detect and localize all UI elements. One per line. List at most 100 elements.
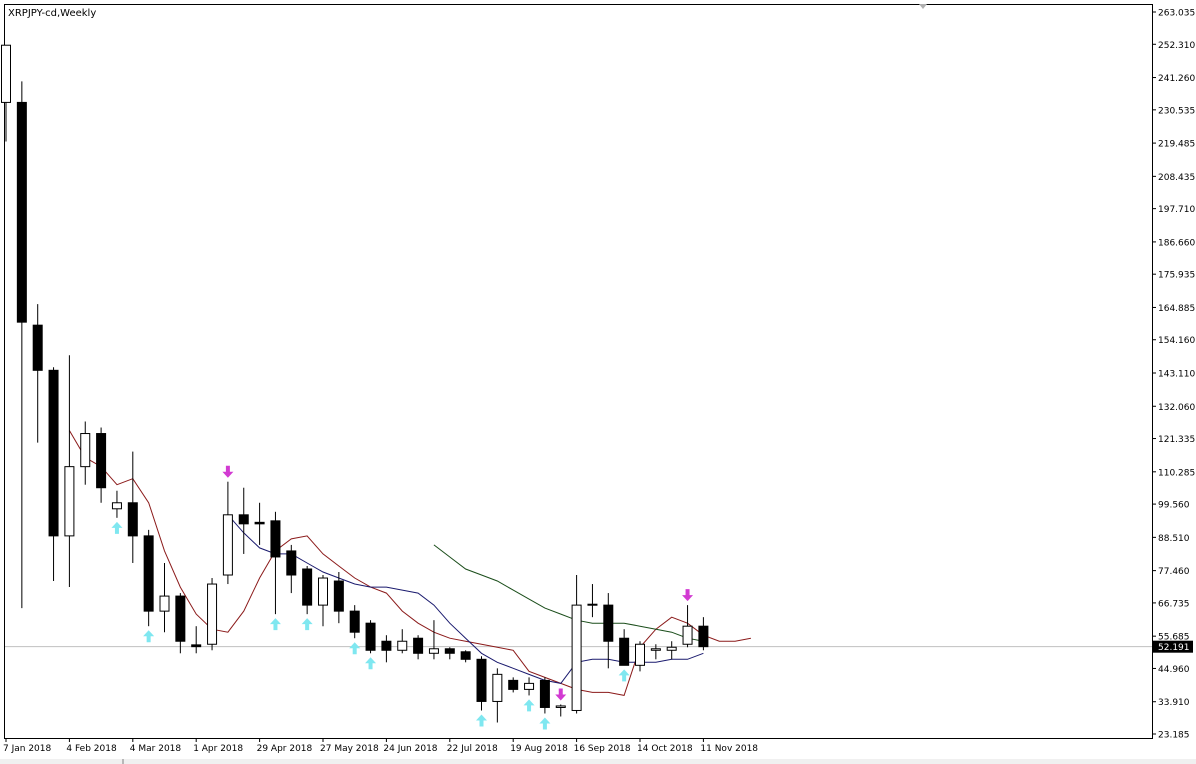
candle xyxy=(175,593,186,654)
candle xyxy=(222,481,233,585)
candle xyxy=(571,575,582,714)
candle xyxy=(365,620,376,654)
bear-candle-body xyxy=(698,625,709,648)
candle xyxy=(698,617,709,651)
y-tick-label: 132.060 xyxy=(1158,403,1195,413)
candle xyxy=(413,635,424,660)
bear-candle-body xyxy=(444,648,455,654)
bull-candle-body xyxy=(428,648,439,654)
bottom-scrollbar-strip xyxy=(0,759,1196,764)
buy-signal-arrow-icon xyxy=(523,699,535,712)
y-tick-label: 164.885 xyxy=(1158,304,1195,314)
y-tick-label: 33.910 xyxy=(1158,698,1190,708)
y-tick-label: 55.685 xyxy=(1158,633,1190,643)
y-tick-label: 44.960 xyxy=(1158,665,1190,675)
candle xyxy=(48,367,59,582)
candle xyxy=(238,487,249,554)
time-axis: 7 Jan 2018 4 Feb 2018 4 Mar 2018 1 Apr 2018… xyxy=(3,738,758,754)
x-tick-label: 22 Jul 2018 xyxy=(447,744,498,754)
candle xyxy=(191,626,202,654)
bear-candle-body xyxy=(619,637,630,666)
x-tick-label: 29 Apr 2018 xyxy=(257,744,313,754)
chart-shift-marker[interactable] xyxy=(919,4,927,9)
y-tick-label: 99.560 xyxy=(1158,501,1190,511)
bull-candle-body xyxy=(682,625,693,645)
x-tick-label: 19 Aug 2018 xyxy=(510,744,568,754)
bear-candle-body xyxy=(48,369,59,537)
y-tick-label: 143.110 xyxy=(1158,370,1195,380)
y-tick-label: 219.485 xyxy=(1158,140,1195,150)
buy-signal-arrow-icon xyxy=(269,618,281,631)
candle xyxy=(80,421,91,485)
x-tick-label: 4 Mar 2018 xyxy=(130,744,182,754)
x-tick-label: 4 Feb 2018 xyxy=(66,744,117,754)
bull-candle-body xyxy=(524,682,535,690)
bull-candle-body xyxy=(666,646,677,651)
bull-candle-body xyxy=(64,466,75,537)
candle xyxy=(318,575,328,627)
candle xyxy=(508,677,519,693)
current-price-label: 52.191 xyxy=(1158,643,1190,653)
candle xyxy=(143,529,154,627)
bull-candle-body xyxy=(587,603,598,606)
candle xyxy=(603,593,614,669)
current-price-box xyxy=(1153,640,1193,653)
x-tick-label: 1 Apr 2018 xyxy=(193,744,243,754)
bull-candle-body xyxy=(111,502,122,510)
bear-candle-body xyxy=(270,520,281,558)
candle xyxy=(444,647,455,660)
bear-candle-body xyxy=(96,433,107,489)
y-tick-label: 263.035 xyxy=(1158,9,1195,19)
candle xyxy=(16,81,27,609)
x-tick-label: 7 Jan 2018 xyxy=(3,744,51,754)
bear-candle-body xyxy=(143,535,154,612)
candle xyxy=(96,427,107,503)
x-tick-label: 16 Sep 2018 xyxy=(574,744,631,754)
buy-signal-arrow-icon xyxy=(476,714,487,727)
buy-signal-arrow-icon xyxy=(365,657,377,670)
y-tick-label: 241.260 xyxy=(1158,74,1195,84)
bear-candle-body xyxy=(16,101,27,323)
buy-signal-arrow-icon xyxy=(301,618,313,631)
bear-candle-body xyxy=(476,658,487,702)
candle xyxy=(587,584,598,618)
current-price-label-group: 52.191 xyxy=(1153,640,1193,653)
candles xyxy=(1,44,709,723)
candle xyxy=(460,650,471,663)
buy-signal-arrow-icon xyxy=(143,630,155,643)
buy-signal-arrow-icon xyxy=(539,717,551,730)
bear-candle-body xyxy=(254,521,265,525)
candle xyxy=(333,572,344,624)
buy-signal-arrow-icon xyxy=(349,642,361,655)
candle xyxy=(682,605,693,648)
y-tick-label: 208.435 xyxy=(1158,173,1195,183)
candle xyxy=(254,502,265,545)
bull-candle-body xyxy=(492,673,503,702)
x-tick-label: 11 Nov 2018 xyxy=(700,744,758,754)
bear-candle-body xyxy=(349,610,360,633)
bear-candle-body xyxy=(365,622,376,651)
y-tick-label: 197.710 xyxy=(1158,205,1195,215)
bear-candle-body xyxy=(508,679,519,690)
bear-candle-body xyxy=(191,644,202,648)
candle xyxy=(159,562,170,633)
x-tick-label: 24 Jun 2018 xyxy=(383,744,437,754)
candle xyxy=(64,355,75,588)
bull-candle-body xyxy=(207,583,218,645)
buy-signal-arrow-icon xyxy=(618,669,630,682)
bull-candle-body xyxy=(635,643,645,666)
candle xyxy=(302,565,313,615)
candle xyxy=(349,605,360,639)
bear-candle-body xyxy=(333,580,344,612)
y-tick-label: 110.285 xyxy=(1158,468,1195,478)
bull-candle-body xyxy=(222,514,233,576)
bear-candle-body xyxy=(603,604,614,642)
candle xyxy=(539,677,550,714)
sell-signal-arrow-icon xyxy=(222,465,234,478)
candle xyxy=(286,544,297,594)
y-tick-label: 252.310 xyxy=(1158,41,1195,51)
candle xyxy=(127,451,138,563)
bull-candle-body xyxy=(571,604,582,711)
candle xyxy=(428,620,439,660)
